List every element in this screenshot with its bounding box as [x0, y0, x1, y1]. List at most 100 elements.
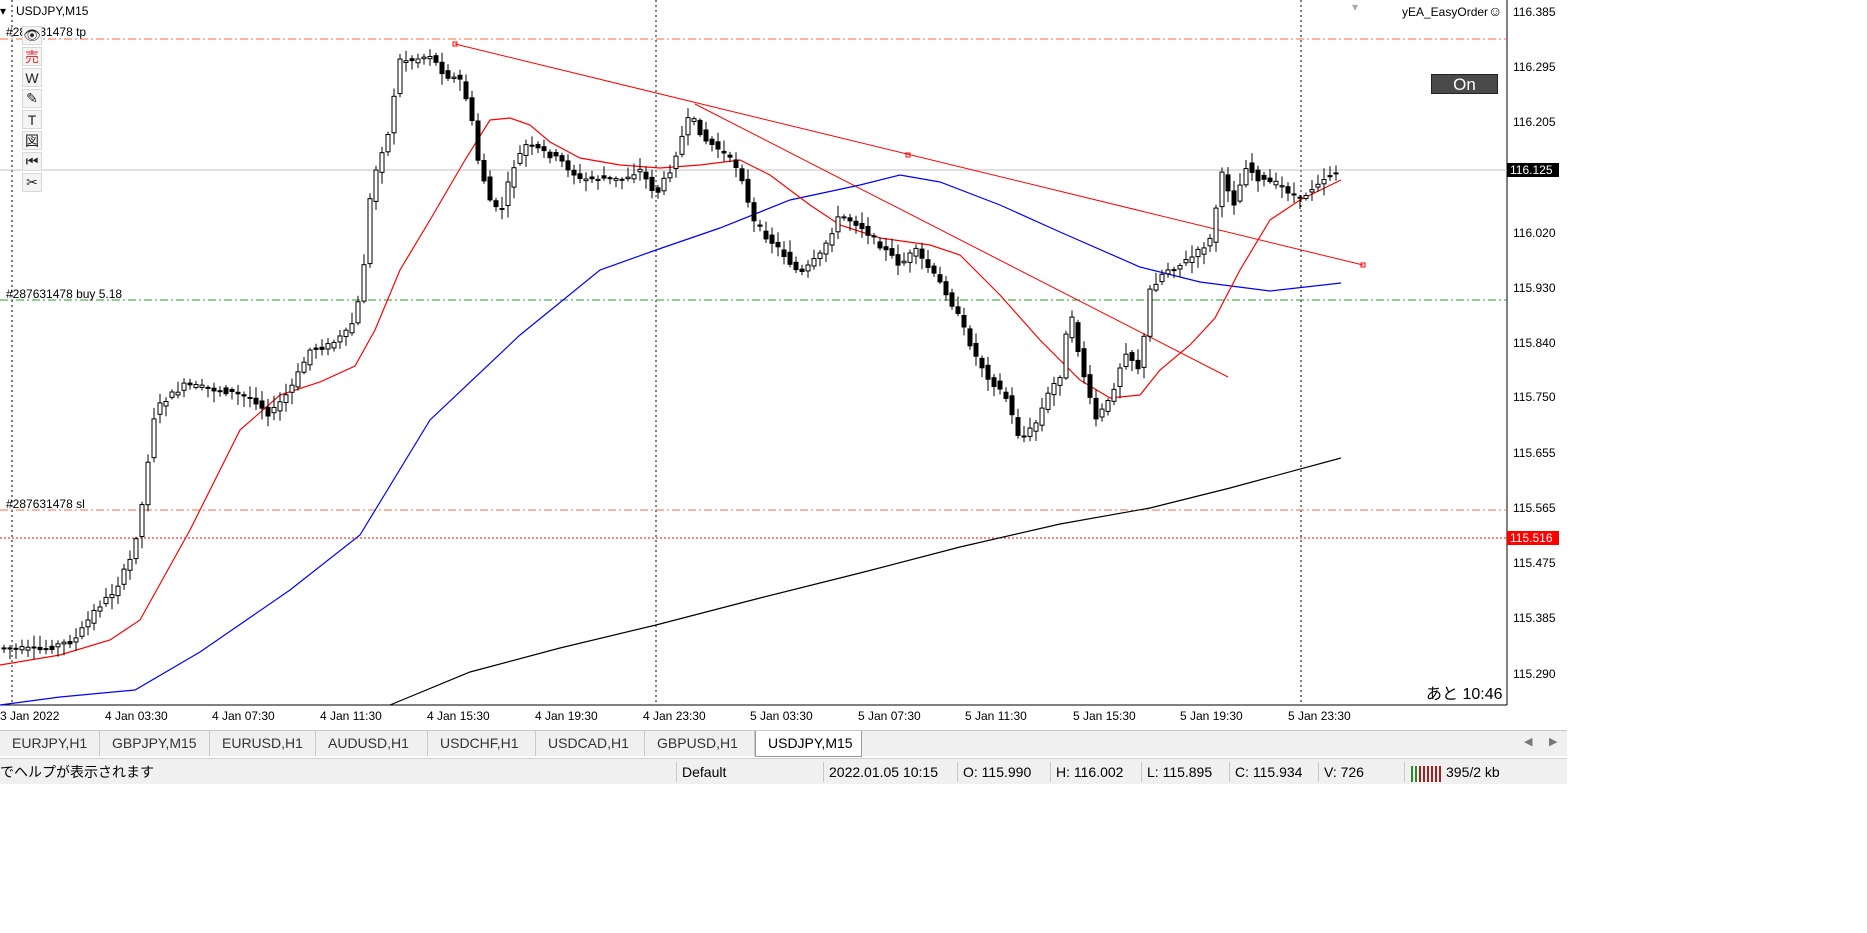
text-icon[interactable]: T [22, 110, 42, 129]
candle-body [487, 176, 493, 201]
price-tick-label: 115.385 [1513, 611, 1556, 625]
candle-body [613, 178, 619, 181]
candle-body [1231, 190, 1237, 206]
candle-body [529, 144, 535, 147]
candle-body [343, 329, 349, 338]
candle-body [811, 258, 817, 267]
candle-body [583, 178, 589, 182]
candle-body [997, 380, 1003, 390]
candle-body [1039, 407, 1045, 426]
candle-body [265, 406, 271, 417]
ma-slow-line [389, 457, 1342, 706]
candle-body [511, 167, 517, 188]
candle-body [625, 176, 631, 180]
candle-body [1051, 383, 1057, 396]
candle-body [535, 143, 541, 149]
chart-menu-icon[interactable]: ▾ [0, 4, 7, 18]
candle-body [1021, 435, 1027, 438]
status-high: H: 116.002 [1056, 764, 1124, 780]
buy-label: #287631478 buy 5.18 [6, 287, 123, 301]
candle-body [1189, 256, 1195, 263]
candle-body [781, 249, 787, 257]
candle-body [367, 198, 373, 265]
tab-usdjpy-m15[interactable]: USDJPY,M15 [755, 731, 862, 757]
tab-usdchf-h1[interactable]: USDCHF,H1 [428, 731, 536, 756]
time-tick-label: 5 Jan 03:30 [750, 709, 813, 723]
rewind-icon[interactable]: ⏮ [22, 152, 42, 171]
candle-body [217, 390, 223, 393]
candle-body [1105, 400, 1111, 412]
scissors-icon[interactable]: ✂ [22, 173, 42, 192]
candle-body [661, 177, 667, 192]
pen-icon[interactable]: ✎ [22, 89, 42, 108]
candle-body [79, 627, 85, 637]
tab-scroll-right-icon[interactable]: ▶ [1549, 736, 1558, 748]
on-button[interactable]: On [1431, 74, 1498, 94]
candle-body [1075, 322, 1081, 353]
candle-body [979, 357, 985, 369]
candle-body [841, 216, 847, 219]
candle-body [31, 646, 37, 649]
status-volume: V: 726 [1324, 764, 1364, 780]
eye-icon[interactable]: 👁 [22, 26, 42, 45]
candle-body [331, 341, 337, 349]
price-chart[interactable] [0, 0, 1567, 730]
candle-body [775, 241, 781, 248]
candle-body [97, 606, 103, 612]
status-help: でヘルプが表示されます [0, 764, 154, 780]
candle-body [55, 643, 61, 648]
trendline-handle [905, 152, 911, 158]
candle-body [163, 401, 169, 407]
candle-body [619, 178, 625, 181]
candle-body [643, 171, 649, 180]
tab-eurjpy-h1[interactable]: EURJPY,H1 [0, 731, 100, 756]
candle-body [943, 281, 949, 296]
tab-gbpjpy-m15[interactable]: GBPJPY,M15 [100, 731, 210, 756]
status-bar: でヘルプが表示されます Default 2022.01.05 10:15 O: … [0, 758, 1567, 784]
candle-body [85, 619, 91, 628]
w-icon[interactable]: W [22, 68, 42, 87]
candle-body [361, 264, 367, 302]
tab-scroll-left-icon[interactable]: ◀ [1524, 736, 1533, 748]
price-tick-label: 115.565 [1513, 501, 1556, 515]
candle-body [967, 328, 973, 347]
time-tick-label: 4 Jan 15:30 [427, 709, 490, 723]
tab-eurusd-h1[interactable]: EURUSD,H1 [210, 731, 316, 756]
candle-body [1279, 185, 1285, 188]
candle-body [235, 391, 241, 395]
candle-body [1243, 168, 1249, 186]
candle-body [1285, 186, 1291, 194]
sell-kanji-icon[interactable]: 売 [22, 47, 42, 66]
tab-usdcad-h1[interactable]: USDCAD,H1 [536, 731, 645, 756]
price-tick-label: 115.475 [1513, 556, 1556, 570]
candle-body [649, 176, 655, 191]
candle-body [751, 202, 757, 222]
candle-body [1291, 193, 1297, 196]
candle-body [937, 274, 943, 283]
candle-body [829, 233, 835, 246]
candle-body [1261, 174, 1267, 180]
chart-area[interactable]: ▾ USDJPY,M15 yEA_EasyOrder ☺ ▾ On #28763… [0, 0, 1567, 730]
status-traffic: 395/2 kb [1446, 764, 1500, 780]
image-box-icon[interactable]: 図 [22, 131, 42, 150]
candle-body [859, 223, 865, 230]
candle-body [679, 135, 685, 155]
candle-body [313, 347, 319, 350]
candle-body [1117, 367, 1123, 387]
candle-body [817, 252, 823, 259]
candle-body [325, 343, 331, 350]
smiley-icon: ☺ [1488, 3, 1503, 19]
candle-body [895, 254, 901, 266]
candle-body [877, 241, 883, 249]
candle-body [241, 394, 247, 397]
candle-body [1099, 408, 1105, 418]
tab-gbpusd-h1[interactable]: GBPUSD,H1 [645, 731, 755, 756]
price-tick-label: 115.930 [1513, 281, 1556, 295]
status-open: O: 115.990 [963, 764, 1032, 780]
sl-label: #287631478 sl [6, 497, 85, 511]
candle-body [1327, 175, 1333, 178]
candle-body [187, 382, 193, 386]
candle-body [1207, 237, 1213, 247]
candle-body [667, 172, 673, 179]
tab-audusd-h1[interactable]: AUDUSD,H1 [316, 731, 428, 756]
